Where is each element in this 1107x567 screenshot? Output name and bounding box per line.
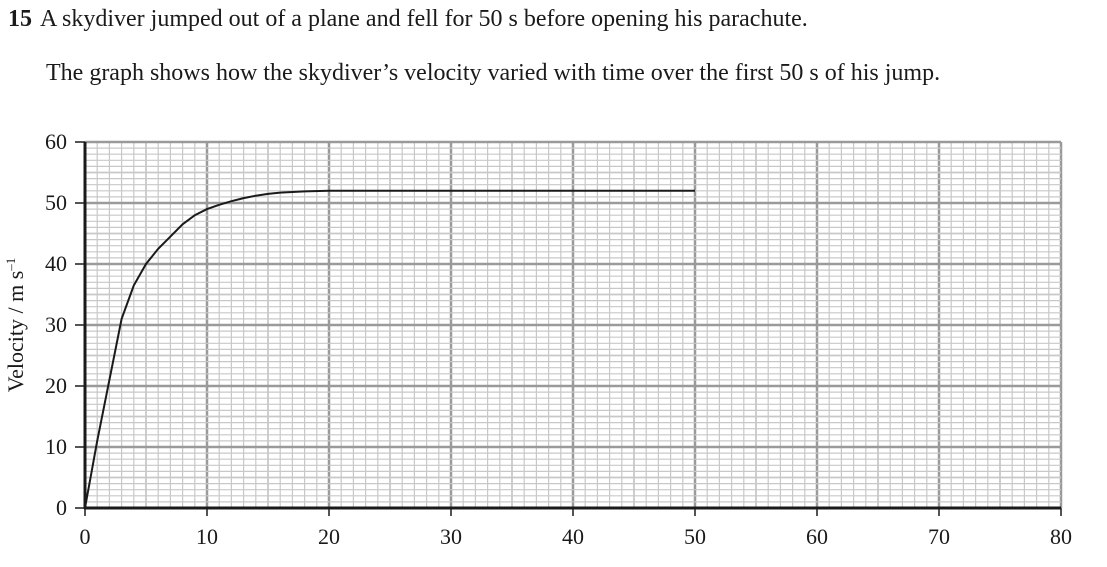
velocity-curve [84, 189, 695, 509]
question-line: 15 A skydiver jumped out of a plane and f… [8, 6, 808, 33]
question-text: A skydiver jumped out of a plane and fel… [40, 6, 808, 32]
y-tick-label: 0 [56, 495, 67, 520]
question-number: 15 [8, 6, 32, 32]
y-tick-label: 60 [45, 129, 67, 154]
x-tick-label: 20 [318, 524, 340, 549]
y-tick-label: 40 [45, 251, 67, 276]
x-tick-label: 40 [562, 524, 584, 549]
grid [83, 140, 1063, 510]
x-tick-label: 30 [440, 524, 462, 549]
x-tick-label: 80 [1050, 524, 1072, 549]
y-tick-label: 50 [45, 190, 67, 215]
x-tick-label: 60 [806, 524, 828, 549]
y-tick-label: 20 [45, 373, 67, 398]
question-description: The graph shows how the skydiver’s veloc… [46, 60, 941, 86]
y-tick-label: 10 [45, 434, 67, 459]
tick-labels: 0 10 20 30 40 50 60 70 80 0 10 20 30 40 50 60 [45, 129, 1072, 549]
y-tick-label: 30 [45, 312, 67, 337]
x-tick-label: 0 [80, 524, 91, 549]
x-tick-label: 10 [196, 524, 218, 549]
x-tick-label: 70 [928, 524, 950, 549]
x-tick-label: 50 [684, 524, 706, 549]
